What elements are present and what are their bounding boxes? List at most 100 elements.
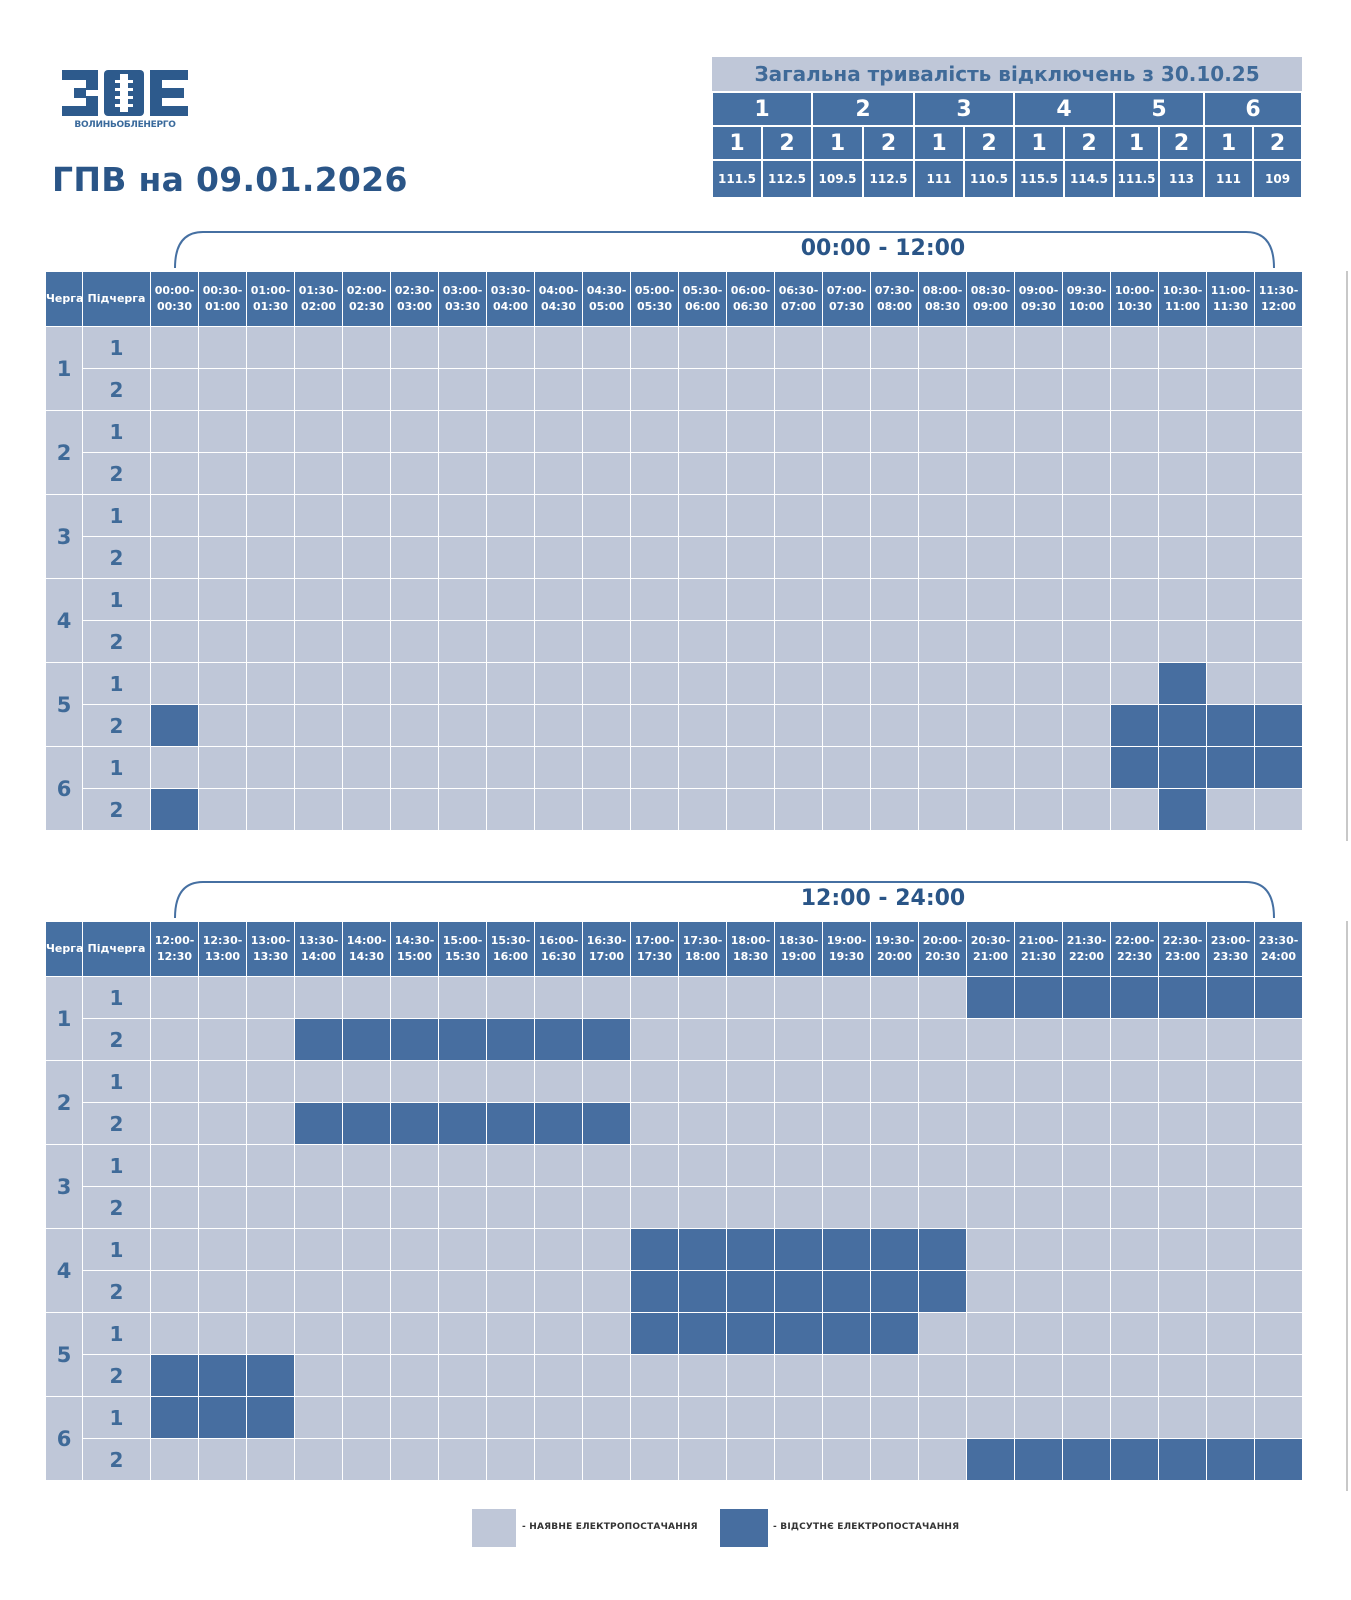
- power-available-cell: [342, 704, 391, 747]
- queue-column-header: Черга: [45, 921, 83, 977]
- power-available-cell: [390, 1144, 439, 1187]
- outage-cell: [1110, 1438, 1159, 1481]
- power-available-cell: [1206, 1312, 1255, 1355]
- power-available-cell: [390, 1186, 439, 1229]
- power-available-cell: [246, 704, 295, 747]
- power-available-cell: [1206, 578, 1255, 621]
- time-slot-header: 12:30- 13:00: [198, 921, 247, 977]
- power-available-cell: [1206, 1186, 1255, 1229]
- power-available-cell: [822, 536, 871, 579]
- time-slot-header: 11:30- 12:00: [1254, 271, 1303, 327]
- power-available-cell: [726, 704, 775, 747]
- time-slot-header: 19:00- 19:30: [822, 921, 871, 977]
- power-available-cell: [774, 536, 823, 579]
- power-available-cell: [1206, 452, 1255, 495]
- queue-number: 5: [45, 662, 83, 747]
- power-available-cell: [774, 1396, 823, 1439]
- power-available-cell: [438, 788, 487, 831]
- power-available-cell: [1110, 1102, 1159, 1145]
- subqueue-number: 2: [82, 368, 151, 411]
- outage-cell: [198, 1396, 247, 1439]
- schedule-row: 2: [46, 1018, 1303, 1061]
- power-available-cell: [1110, 1060, 1159, 1103]
- power-available-cell: [582, 1396, 631, 1439]
- power-available-cell: [1254, 536, 1303, 579]
- power-available-cell: [198, 704, 247, 747]
- power-available-cell: [1014, 1102, 1063, 1145]
- power-available-cell: [678, 452, 727, 495]
- time-slot-header: 13:30- 14:00: [294, 921, 343, 977]
- power-available-cell: [966, 1354, 1015, 1397]
- outage-cell: [1110, 704, 1159, 747]
- subqueue-number: 1: [82, 494, 151, 537]
- queue-number: 3: [45, 494, 83, 579]
- power-available-cell: [486, 494, 535, 537]
- queue-number: 6: [45, 1396, 83, 1481]
- power-available-cell: [630, 976, 679, 1019]
- power-available-cell: [198, 494, 247, 537]
- queue-number: 4: [45, 578, 83, 663]
- power-available-cell: [870, 1144, 919, 1187]
- time-slot-header: 14:30- 15:00: [390, 921, 439, 977]
- power-available-cell: [870, 704, 919, 747]
- power-available-cell: [582, 578, 631, 621]
- power-available-cell: [342, 368, 391, 411]
- power-available-cell: [870, 788, 919, 831]
- power-available-cell: [822, 1186, 871, 1229]
- power-available-cell: [1062, 746, 1111, 789]
- power-available-cell: [582, 1060, 631, 1103]
- power-available-cell: [582, 1354, 631, 1397]
- power-available-cell: [774, 1438, 823, 1481]
- power-available-cell: [678, 1396, 727, 1439]
- time-slot-header: 11:00- 11:30: [1206, 271, 1255, 327]
- power-available-cell: [438, 578, 487, 621]
- power-available-cell: [678, 578, 727, 621]
- outage-cell: [1254, 704, 1303, 747]
- power-available-cell: [966, 1396, 1015, 1439]
- power-available-cell: [534, 452, 583, 495]
- power-available-cell: [726, 1354, 775, 1397]
- time-slot-header: 17:30- 18:00: [678, 921, 727, 977]
- power-available-cell: [822, 494, 871, 537]
- morning-bracket: 00:00 - 12:00: [173, 230, 1276, 270]
- power-available-cell: [246, 1060, 295, 1103]
- power-available-cell: [342, 326, 391, 369]
- power-available-cell: [822, 1438, 871, 1481]
- power-available-cell: [726, 494, 775, 537]
- power-available-cell: [438, 326, 487, 369]
- power-available-cell: [1062, 578, 1111, 621]
- power-available-cell: [678, 620, 727, 663]
- power-available-cell: [198, 1018, 247, 1061]
- power-available-cell: [1254, 1018, 1303, 1061]
- power-available-cell: [390, 452, 439, 495]
- time-slot-header: 05:00- 05:30: [630, 271, 679, 327]
- outage-cell: [630, 1270, 679, 1313]
- outage-cell: [1158, 662, 1207, 705]
- power-available-cell: [1062, 1396, 1111, 1439]
- power-available-cell: [678, 788, 727, 831]
- power-available-cell: [582, 1270, 631, 1313]
- power-available-cell: [678, 494, 727, 537]
- power-available-cell: [1158, 1060, 1207, 1103]
- time-slot-header: 16:00- 16:30: [534, 921, 583, 977]
- power-available-cell: [678, 1354, 727, 1397]
- power-available-cell: [390, 788, 439, 831]
- power-available-cell: [870, 326, 919, 369]
- power-available-cell: [294, 662, 343, 705]
- power-available-cell: [1014, 1354, 1063, 1397]
- power-available-cell: [150, 494, 199, 537]
- power-available-cell: [438, 368, 487, 411]
- power-available-cell: [150, 662, 199, 705]
- outage-cell: [1158, 704, 1207, 747]
- power-available-cell: [1254, 1312, 1303, 1355]
- power-available-cell: [150, 536, 199, 579]
- power-available-cell: [534, 410, 583, 453]
- power-available-cell: [918, 704, 967, 747]
- queue-number: 1: [45, 326, 83, 411]
- power-available-cell: [534, 1312, 583, 1355]
- power-available-cell: [822, 1354, 871, 1397]
- power-available-cell: [198, 1144, 247, 1187]
- power-available-cell: [966, 1312, 1015, 1355]
- outage-cell: [918, 1270, 967, 1313]
- summary-queue-header: 1: [711, 91, 813, 127]
